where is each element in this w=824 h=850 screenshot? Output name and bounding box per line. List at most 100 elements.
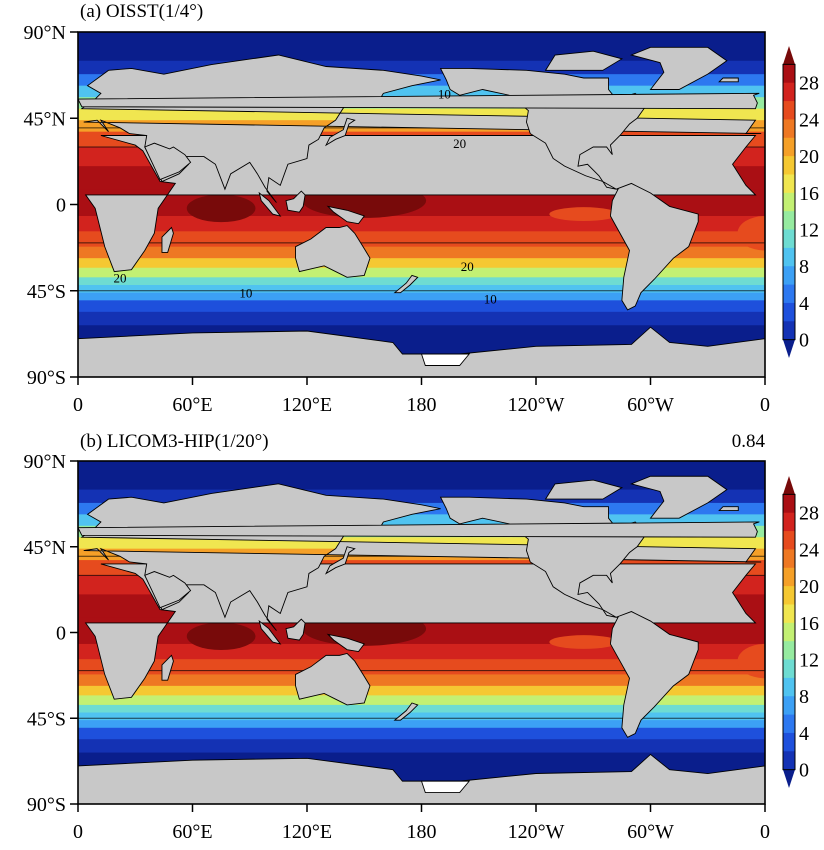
colorbar-min-triangle xyxy=(783,339,795,358)
lon-tick-label: 60°E xyxy=(172,394,212,416)
colorbar-a: 28 24 20 16 12 8 4 0 xyxy=(782,46,819,358)
temperature-band xyxy=(78,285,765,294)
contour-label: 20 xyxy=(453,136,466,151)
upwelling xyxy=(737,643,765,679)
colorbar-swatch xyxy=(783,321,795,341)
contour-label: 10 xyxy=(438,86,451,101)
panel-a-title: (a) OISST(1/4°) xyxy=(80,1,203,22)
land-polygon xyxy=(78,753,765,804)
temperature-band xyxy=(78,685,765,696)
colorbar-swatch xyxy=(783,696,795,716)
land-polygon xyxy=(324,117,356,147)
cold-tongue xyxy=(549,207,619,221)
colorbar-label: 8 xyxy=(799,686,809,708)
land-polygon xyxy=(629,475,728,519)
colorbar-label: 8 xyxy=(799,256,809,278)
lon-axis-a: 0 60°E 120°E 180 120°W 60°W 0 xyxy=(73,377,770,416)
colorbar-swatch xyxy=(783,247,795,267)
land-polygon xyxy=(144,142,192,181)
colorbar-min-triangle xyxy=(783,769,795,788)
land-polygon xyxy=(718,77,739,83)
land-polygon xyxy=(326,633,365,653)
cold-tongue xyxy=(549,635,619,649)
colorbar-swatch xyxy=(783,677,795,697)
colorbar-swatch xyxy=(783,302,795,322)
panel-oisst: (a) OISST(1/4°) 10 20 20 20 10 10 90°N 45°N 0 45… xyxy=(24,1,819,416)
lat-tick-label: 45°S xyxy=(27,281,66,303)
colorbar-frame xyxy=(782,493,796,771)
warm-pool xyxy=(186,194,256,223)
land-polygon xyxy=(324,546,356,575)
temperature-band xyxy=(78,311,765,326)
lat-tick-label: 0 xyxy=(56,623,66,645)
upwelling xyxy=(737,216,765,251)
land-polygon xyxy=(285,190,306,213)
temperature-band xyxy=(78,727,765,740)
temperature-band xyxy=(78,712,765,721)
land-polygon xyxy=(78,326,765,377)
lon-tick-label: 0 xyxy=(760,821,770,843)
colorbar-swatch xyxy=(783,586,795,605)
colorbar-label: 28 xyxy=(799,73,819,95)
land-polygon xyxy=(78,521,760,538)
lon-tick-label: 60°W xyxy=(627,394,674,416)
panel-b-title: (b) LICOM3-HIP(1/20°) xyxy=(80,431,269,452)
land-polygon xyxy=(326,205,365,225)
colorbar-label: 24 xyxy=(799,109,819,131)
colorbar-swatch xyxy=(783,494,795,514)
land-polygon xyxy=(258,191,282,217)
temperature-band xyxy=(78,258,765,269)
lon-tick-label: 120°E xyxy=(282,821,332,843)
colorbar-swatch xyxy=(783,531,795,550)
land-polygon xyxy=(295,652,371,706)
contour-label: 20 xyxy=(113,270,126,285)
contour-label: 10 xyxy=(484,291,497,306)
lat-tick-label: 45°N xyxy=(24,108,66,130)
colorbar-frame xyxy=(782,63,796,341)
colorbar-max-triangle xyxy=(783,476,795,495)
colorbar-swatch xyxy=(783,714,795,734)
land-mask-b xyxy=(78,475,765,804)
lon-tick-label: 0 xyxy=(760,394,770,416)
colorbar-swatch xyxy=(783,751,795,771)
lat-tick-label: 0 xyxy=(56,195,66,217)
colorbar-swatch xyxy=(783,266,795,286)
colorbar-swatch xyxy=(783,174,795,194)
lat-tick-label: 90°N xyxy=(24,22,66,44)
lon-axis-b: 0 60°E 120°E 180 120°W 60°W 0 xyxy=(73,804,770,843)
colorbar-swatch xyxy=(783,82,795,102)
colorbar-swatch xyxy=(783,229,795,249)
land-polygon xyxy=(258,619,282,645)
lon-tick-label: 180 xyxy=(407,821,437,843)
colorbar-swatch xyxy=(783,192,795,212)
land-polygon xyxy=(544,479,624,500)
land-polygon xyxy=(393,702,419,721)
contour-label: 10 xyxy=(239,286,252,301)
colorbar-swatch xyxy=(783,604,795,624)
colorbar-swatch xyxy=(783,641,795,661)
temperature-band xyxy=(78,246,765,259)
lon-tick-label: 120°W xyxy=(508,394,565,416)
lat-tick-label: 90°N xyxy=(24,451,66,473)
colorbar-swatch xyxy=(783,567,795,587)
colorbar-swatch xyxy=(783,137,795,157)
land-polygon xyxy=(629,46,728,90)
colorbar-swatch xyxy=(783,64,795,84)
colorbar-label: 20 xyxy=(799,146,819,168)
contour-label: 20 xyxy=(461,259,474,274)
lat-tick-label: 90°S xyxy=(27,794,66,816)
colorbar-label: 16 xyxy=(799,183,819,205)
colorbar-swatch xyxy=(783,119,795,139)
land-polygon xyxy=(295,225,371,278)
lon-tick-label: 60°W xyxy=(627,821,674,843)
land-polygon xyxy=(393,274,419,294)
lat-axis-b: 90°N 45°N 0 45°S 90°S xyxy=(24,451,78,816)
land-polygon xyxy=(609,182,699,311)
temperature-band xyxy=(78,674,765,687)
colorbar-swatch xyxy=(783,549,795,569)
colorbar-swatch xyxy=(783,512,795,532)
lat-tick-label: 45°N xyxy=(24,537,66,559)
land-polygon xyxy=(161,226,174,253)
colorbar-label: 12 xyxy=(799,650,819,672)
